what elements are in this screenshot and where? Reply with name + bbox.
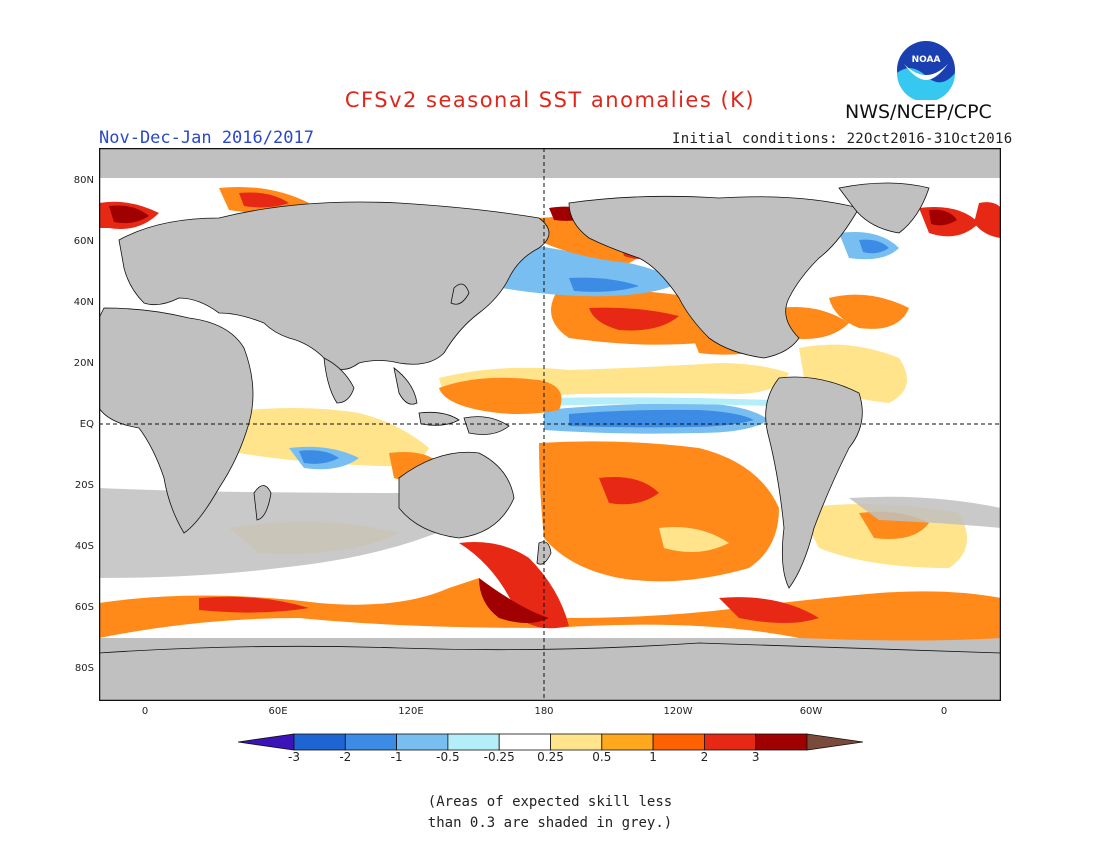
- colorbar-tick-label: 3: [751, 750, 760, 764]
- south-america: [765, 376, 863, 589]
- footnote-line: than 0.3 are shaded in grey.): [427, 815, 673, 831]
- arctic-mask: [99, 148, 1001, 178]
- lat-label: EQ: [79, 419, 94, 430]
- colorbar-segment: [293, 733, 346, 751]
- colorbar: [238, 733, 863, 751]
- colorbar-tick-label: -3: [288, 750, 300, 764]
- north-america: [568, 195, 860, 359]
- map-frame: [99, 148, 1001, 701]
- antarctica: [99, 642, 1001, 701]
- colorbar-segment: [652, 733, 705, 751]
- colorbar-tick-label: 0.25: [537, 750, 564, 764]
- colorbar-tick-label: -0.25: [483, 750, 515, 764]
- colorbar-segment: [601, 733, 654, 751]
- colorbar-tick-label: 2: [700, 750, 709, 764]
- colorbar-segment: [703, 733, 757, 751]
- colorbar-tick-label: -0.5: [436, 750, 460, 764]
- colorbar-tick-label: 0.5: [592, 750, 612, 764]
- chart-title: CFSv2 seasonal SST anomalies (K): [344, 88, 756, 112]
- lat-label: 60S: [74, 602, 94, 613]
- tasman-strong-core: [479, 578, 549, 623]
- lat-label: 80N: [73, 175, 94, 186]
- india: [323, 357, 355, 404]
- colorbar-tick-label: -1: [390, 750, 403, 764]
- lon-label: 120E: [398, 706, 424, 717]
- lon-label: 0: [141, 706, 149, 717]
- agency-label: NWS/NCEP/CPC: [845, 101, 992, 123]
- southern-ocean-warm: [99, 578, 1001, 641]
- initial-conditions: Initial conditions: 22Oct2016-31Oct2016: [672, 131, 1013, 147]
- lon-label: 0: [940, 706, 948, 717]
- lat-label: 20S: [74, 480, 94, 491]
- colorbar-segment: [447, 733, 500, 751]
- greenland: [838, 182, 930, 234]
- lat-label: 80S: [74, 663, 94, 674]
- eurasia: [118, 201, 550, 370]
- colorbar-segment: [755, 733, 808, 751]
- lat-label: 60N: [73, 236, 94, 247]
- colorbar-segment: [344, 733, 398, 751]
- lon-label: 60W: [799, 706, 823, 717]
- tasman-warm-core: [459, 542, 569, 629]
- colorbar-segment: [550, 733, 603, 751]
- lat-label: 40S: [74, 541, 94, 552]
- logo-text: NOAA: [912, 55, 941, 65]
- lon-label: 120W: [663, 706, 693, 717]
- land-masses: [99, 182, 1001, 701]
- noaa-logo: NOAA: [897, 41, 955, 100]
- footnote-line: (Areas of expected skill less: [427, 794, 673, 810]
- lat-label: 40N: [73, 297, 94, 308]
- colorbar-segment: [498, 733, 551, 751]
- colorbar-tick-label: -2: [339, 750, 352, 764]
- lon-label: 180: [534, 706, 554, 717]
- sst-anomaly-field: [99, 187, 1001, 641]
- colorbar-segment: [396, 733, 449, 751]
- west-pacific-warm: [439, 377, 562, 414]
- forecast-period: Nov-Dec-Jan 2016/2017: [99, 128, 314, 148]
- colorbar-high-arrow: [806, 733, 863, 751]
- sst-anomaly-map: [99, 148, 1001, 701]
- madagascar: [253, 485, 272, 521]
- colorbar-low-arrow: [238, 733, 295, 751]
- lon-label: 60E: [268, 706, 288, 717]
- colorbar-tick-label: 1: [649, 750, 657, 764]
- lat-label: 20N: [73, 358, 94, 369]
- australia: [398, 451, 515, 539]
- skill-footnote: (Areas of expected skill less than 0.3 a…: [0, 792, 1100, 834]
- africa: [99, 307, 254, 534]
